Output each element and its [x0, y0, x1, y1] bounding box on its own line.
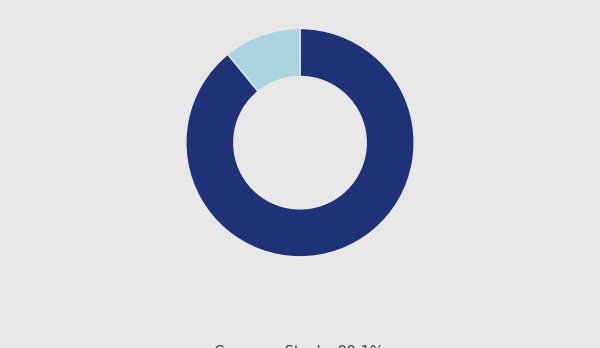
Wedge shape: [228, 29, 300, 92]
Wedge shape: [186, 29, 414, 257]
Legend: Common Stocks 89.1%, Money Market Funds 10.9%: Common Stocks 89.1%, Money Market Funds …: [178, 339, 422, 348]
